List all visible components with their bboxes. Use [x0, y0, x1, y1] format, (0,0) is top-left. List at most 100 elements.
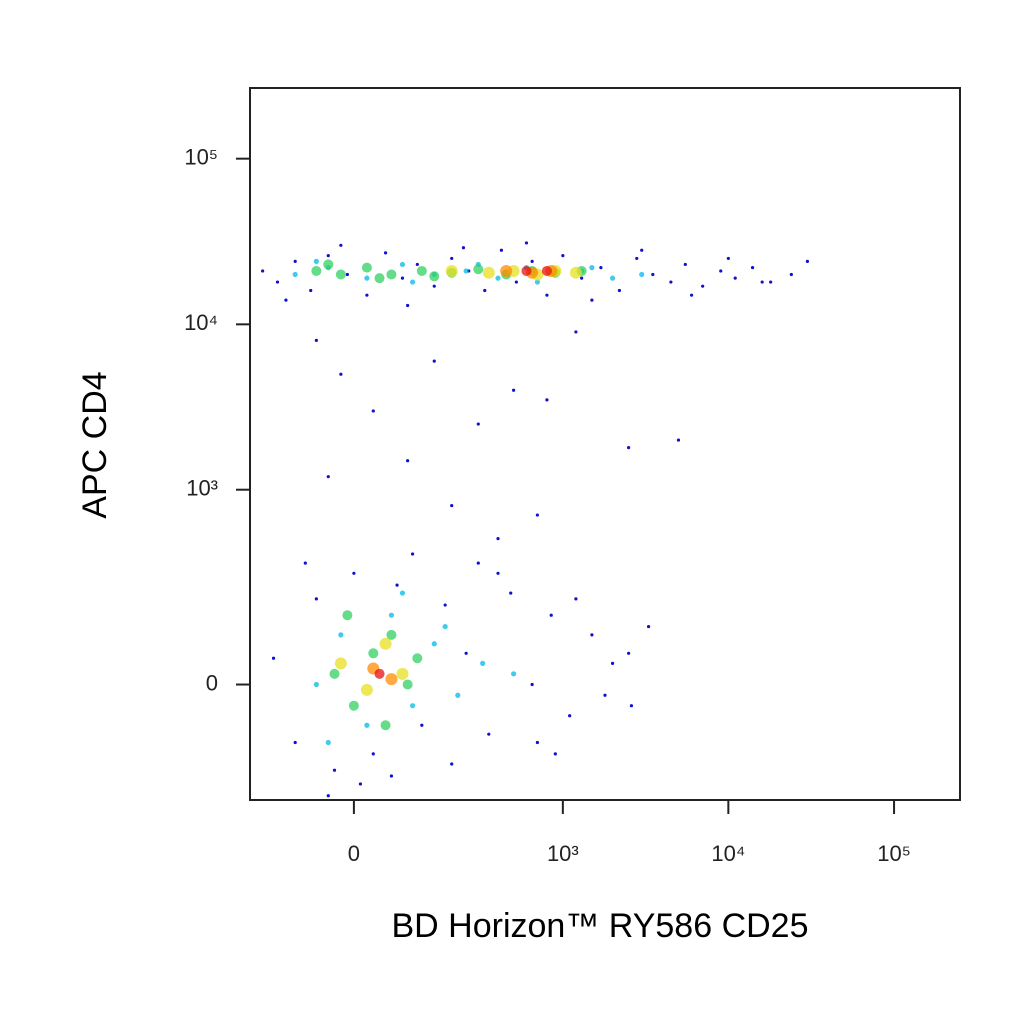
data-point	[496, 571, 500, 575]
data-point	[473, 264, 484, 275]
x-tick-label: 10⁴	[711, 841, 745, 866]
data-point	[683, 262, 687, 267]
data-point	[326, 475, 330, 479]
data-point	[314, 597, 318, 601]
data-point	[292, 271, 298, 278]
data-point	[374, 273, 385, 284]
data-point	[450, 762, 454, 766]
data-point	[368, 648, 379, 659]
data-point	[329, 668, 340, 679]
plot-frame	[249, 87, 961, 801]
data-point	[342, 610, 353, 621]
data-point	[364, 275, 370, 281]
data-point	[568, 714, 572, 718]
x-axis-title: BD Horizon™ RY586 CD25	[392, 907, 809, 945]
data-point	[334, 657, 347, 670]
data-point	[535, 740, 540, 745]
data-point	[496, 537, 500, 541]
data-point	[313, 681, 319, 688]
data-point	[371, 752, 375, 756]
y-tick-label: 10⁵	[184, 144, 218, 169]
data-point	[352, 571, 356, 575]
y-axis-title: APC CD4	[76, 371, 114, 518]
data-point	[511, 671, 517, 677]
data-point	[760, 280, 764, 284]
data-point	[396, 667, 409, 680]
x-tick-label: 0	[348, 841, 360, 866]
data-point	[314, 338, 318, 342]
data-point	[463, 268, 469, 274]
data-point	[733, 276, 737, 280]
data-point	[561, 253, 565, 258]
data-point	[719, 269, 723, 273]
data-point	[589, 265, 595, 271]
data-point	[399, 590, 406, 596]
data-point	[530, 259, 534, 263]
data-point	[487, 732, 491, 736]
data-point	[609, 275, 616, 281]
data-point	[332, 768, 337, 772]
data-point	[358, 782, 363, 786]
data-point	[524, 241, 529, 245]
data-point	[646, 624, 651, 629]
data-point	[395, 583, 399, 587]
data-point	[442, 623, 448, 630]
data-point	[383, 251, 388, 255]
data-point	[461, 246, 466, 250]
data-point	[574, 330, 578, 334]
data-point	[569, 266, 582, 279]
data-point	[603, 693, 607, 697]
data-point	[499, 248, 504, 252]
data-point	[284, 298, 288, 302]
data-point	[406, 459, 410, 463]
data-point	[483, 288, 487, 293]
data-point	[402, 679, 413, 690]
data-point	[338, 632, 344, 638]
data-point	[509, 591, 513, 595]
data-point	[445, 264, 458, 277]
y-tick-label: 10⁴	[184, 310, 218, 335]
data-point	[431, 641, 437, 647]
data-point	[409, 703, 416, 709]
data-points	[261, 241, 810, 798]
data-point	[311, 265, 322, 276]
data-point	[360, 683, 373, 696]
data-point	[323, 259, 334, 270]
data-point	[325, 739, 331, 746]
data-point	[275, 280, 280, 284]
data-point	[361, 262, 372, 273]
data-point	[309, 288, 313, 293]
data-point	[629, 704, 634, 708]
data-point	[293, 740, 297, 745]
data-point	[339, 372, 343, 376]
data-point	[412, 653, 423, 664]
data-point	[651, 272, 655, 277]
data-point	[590, 298, 594, 302]
data-point	[545, 398, 549, 402]
data-point	[553, 752, 557, 756]
data-point	[514, 280, 518, 284]
data-point	[385, 673, 398, 686]
data-point	[617, 288, 622, 293]
data-point	[432, 359, 436, 363]
data-point	[512, 388, 516, 392]
data-point	[455, 692, 461, 698]
data-point	[669, 280, 673, 284]
data-point	[386, 629, 397, 640]
data-point	[443, 603, 447, 607]
data-point	[335, 269, 346, 280]
data-point	[726, 256, 730, 261]
data-point	[639, 271, 645, 278]
data-point	[789, 272, 793, 277]
data-point	[464, 651, 468, 655]
data-point	[689, 293, 694, 297]
data-point	[545, 293, 549, 297]
data-point	[348, 700, 359, 711]
data-point	[371, 409, 375, 413]
data-point	[374, 668, 385, 679]
data-point	[293, 259, 297, 263]
data-point	[339, 243, 343, 247]
data-point	[386, 269, 397, 280]
data-point	[482, 266, 495, 279]
data-point	[326, 794, 330, 798]
